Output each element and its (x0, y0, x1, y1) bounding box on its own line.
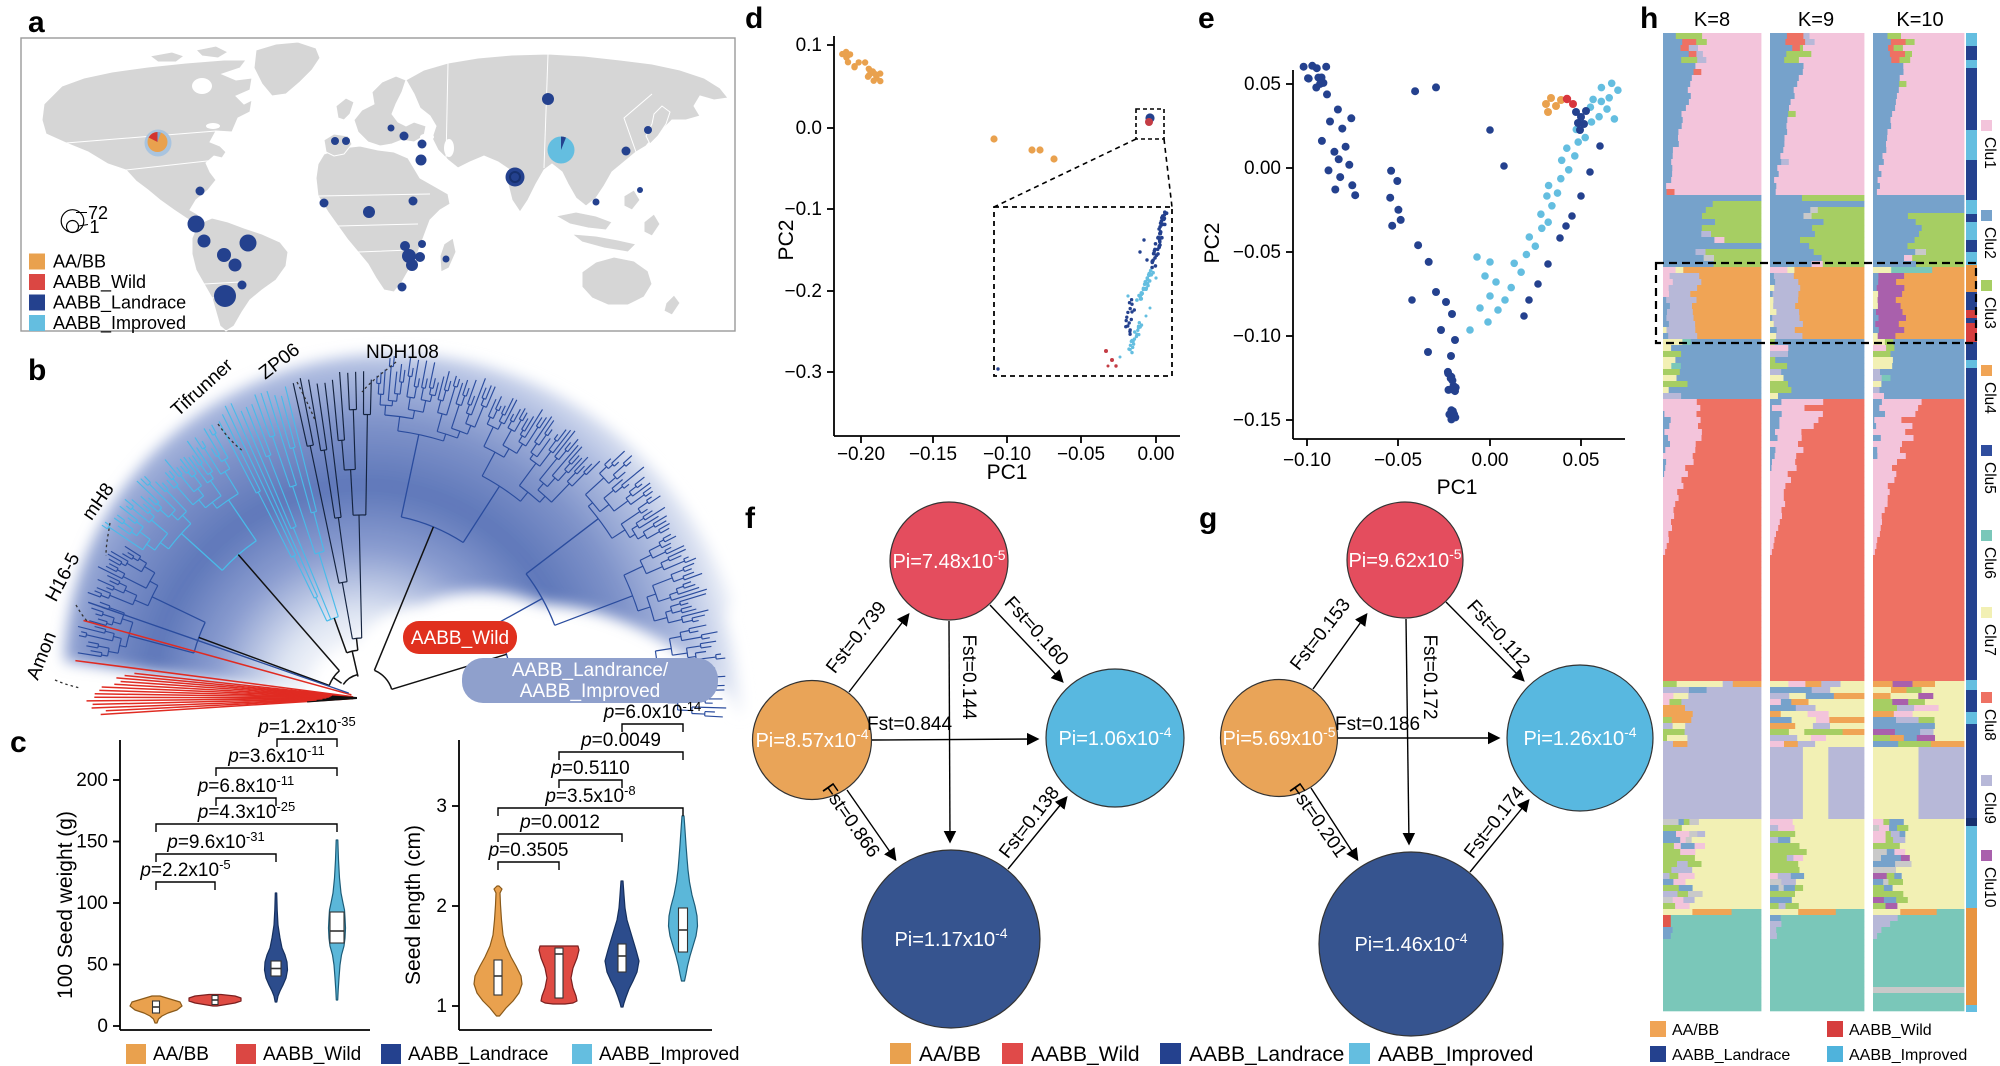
svg-text:1: 1 (436, 996, 447, 1017)
svg-text:Clu10: Clu10 (1981, 867, 1998, 908)
svg-text:Clu1: Clu1 (1981, 137, 1998, 169)
svg-text:AABB_Landrace: AABB_Landrace (1672, 1047, 1790, 1064)
svg-text:f: f (745, 502, 756, 535)
svg-text:AA/BB: AA/BB (1672, 1022, 1719, 1039)
svg-text:−0.10: −0.10 (1233, 326, 1281, 347)
svg-text:AABB_Wild: AABB_Wild (263, 1044, 361, 1065)
svg-text:K=8: K=8 (1694, 9, 1730, 31)
svg-text:0: 0 (97, 1016, 108, 1037)
svg-text:−0.1: −0.1 (784, 199, 822, 220)
svg-text:Clu2: Clu2 (1981, 227, 1998, 259)
svg-text:−0.10: −0.10 (983, 444, 1031, 465)
svg-text:Clu9: Clu9 (1981, 792, 1998, 824)
svg-text:Pi=1.46x10-4: Pi=1.46x10-4 (1354, 930, 1467, 956)
svg-text:K=9: K=9 (1798, 9, 1834, 31)
svg-text:a: a (28, 6, 45, 39)
svg-text:h: h (1640, 2, 1658, 35)
svg-text:Clu5: Clu5 (1981, 462, 1998, 494)
svg-text:0.00: 0.00 (1472, 450, 1509, 471)
svg-text:0.00: 0.00 (1244, 158, 1281, 179)
svg-text:Pi=1.26x10-4: Pi=1.26x10-4 (1523, 724, 1636, 750)
svg-text:Pi=7.48x10-5: Pi=7.48x10-5 (892, 547, 1005, 573)
svg-text:Clu6: Clu6 (1981, 547, 1998, 579)
svg-text:150: 150 (76, 832, 108, 853)
svg-text:Pi=1.06x10-4: Pi=1.06x10-4 (1058, 724, 1171, 750)
svg-text:72: 72 (88, 203, 108, 223)
svg-text:0.05: 0.05 (1563, 450, 1600, 471)
svg-text:2: 2 (436, 896, 447, 917)
svg-text:p=3.6x10-11: p=3.6x10-11 (227, 743, 325, 767)
svg-text:AABB_Improved: AABB_Improved (520, 681, 660, 702)
svg-text:p=0.5110: p=0.5110 (550, 758, 629, 779)
svg-text:AA/BB: AA/BB (919, 1043, 981, 1066)
svg-text:AABB_Improved: AABB_Improved (1849, 1047, 1967, 1064)
svg-text:p=0.0012: p=0.0012 (519, 812, 600, 833)
svg-text:NDH108: NDH108 (366, 342, 439, 363)
svg-text:p=0.3505: p=0.3505 (488, 840, 569, 861)
svg-text:AA/BB: AA/BB (53, 252, 106, 272)
svg-text:e: e (1198, 2, 1215, 35)
svg-text:Fst=0.144: Fst=0.144 (958, 634, 979, 719)
svg-text:AABB_Landrace: AABB_Landrace (408, 1044, 549, 1065)
svg-text:g: g (1199, 502, 1217, 535)
svg-text:AABB_Improved: AABB_Improved (53, 313, 186, 334)
svg-text:0.0: 0.0 (796, 118, 822, 139)
svg-text:Fst=0.172: Fst=0.172 (1419, 634, 1440, 719)
svg-text:100: 100 (76, 893, 108, 914)
svg-text:−0.2: −0.2 (784, 281, 822, 302)
svg-text:−0.20: −0.20 (837, 444, 885, 465)
svg-text:Fst=0.844: Fst=0.844 (867, 714, 952, 735)
svg-text:AA/BB: AA/BB (153, 1044, 209, 1065)
svg-text:−0.15: −0.15 (1233, 410, 1281, 431)
svg-text:p=1.2x10-35: p=1.2x10-35 (257, 714, 356, 738)
svg-text:Clu4: Clu4 (1981, 382, 1998, 414)
svg-text:AABB_Wild: AABB_Wild (1031, 1043, 1140, 1066)
svg-text:c: c (10, 726, 27, 759)
svg-text:200: 200 (76, 770, 108, 791)
svg-text:3: 3 (436, 796, 447, 817)
svg-text:AABB_Wild: AABB_Wild (1849, 1022, 1932, 1039)
svg-text:−0.05: −0.05 (1057, 444, 1105, 465)
svg-text:K=10: K=10 (1896, 9, 1943, 31)
svg-text:p=0.0049: p=0.0049 (580, 730, 661, 751)
svg-text:−0.05: −0.05 (1233, 242, 1281, 263)
svg-text:0.1: 0.1 (796, 35, 822, 56)
svg-text:PC2: PC2 (775, 220, 798, 261)
svg-text:AABB_Landrace: AABB_Landrace (1189, 1043, 1344, 1066)
svg-text:Clu8: Clu8 (1981, 709, 1998, 741)
svg-text:AABB_Landrance/: AABB_Landrance/ (512, 660, 669, 681)
svg-text:p=2.2x10-5: p=2.2x10-5 (139, 857, 230, 881)
svg-text:PC1: PC1 (1437, 476, 1478, 499)
svg-text:Pi=8.57x10-4: Pi=8.57x10-4 (755, 726, 868, 752)
svg-text:AABB_Improved: AABB_Improved (599, 1044, 739, 1065)
svg-text:100 Seed weight (g): 100 Seed weight (g) (54, 811, 77, 999)
svg-text:50: 50 (87, 955, 108, 976)
svg-text:Pi=5.69x10-5: Pi=5.69x10-5 (1222, 724, 1335, 750)
svg-text:PC1: PC1 (987, 461, 1028, 484)
svg-text:Pi=1.17x10-4: Pi=1.17x10-4 (894, 925, 1007, 951)
svg-text:AABB_Improved: AABB_Improved (1378, 1043, 1533, 1066)
svg-text:PC2: PC2 (1201, 223, 1224, 264)
svg-text:0.05: 0.05 (1244, 74, 1281, 95)
svg-text:AABB_Landrace: AABB_Landrace (53, 293, 186, 314)
svg-text:−0.10: −0.10 (1283, 450, 1331, 471)
svg-text:Seed length (cm): Seed length (cm) (402, 825, 425, 985)
svg-text:1: 1 (90, 217, 100, 237)
svg-text:d: d (745, 2, 763, 35)
svg-text:−0.3: −0.3 (784, 362, 822, 383)
svg-text:Clu3: Clu3 (1981, 297, 1998, 329)
svg-text:AABB_Wild: AABB_Wild (53, 272, 146, 293)
svg-text:Clu7: Clu7 (1981, 624, 1998, 656)
svg-text:0.00: 0.00 (1138, 444, 1175, 465)
svg-text:−0.05: −0.05 (1374, 450, 1422, 471)
svg-text:b: b (28, 354, 46, 387)
svg-text:Pi=9.62x10-5: Pi=9.62x10-5 (1348, 546, 1461, 572)
svg-text:Fst=0.186: Fst=0.186 (1335, 714, 1420, 735)
svg-text:−0.15: −0.15 (909, 444, 957, 465)
svg-text:AABB_Wild: AABB_Wild (411, 628, 509, 649)
